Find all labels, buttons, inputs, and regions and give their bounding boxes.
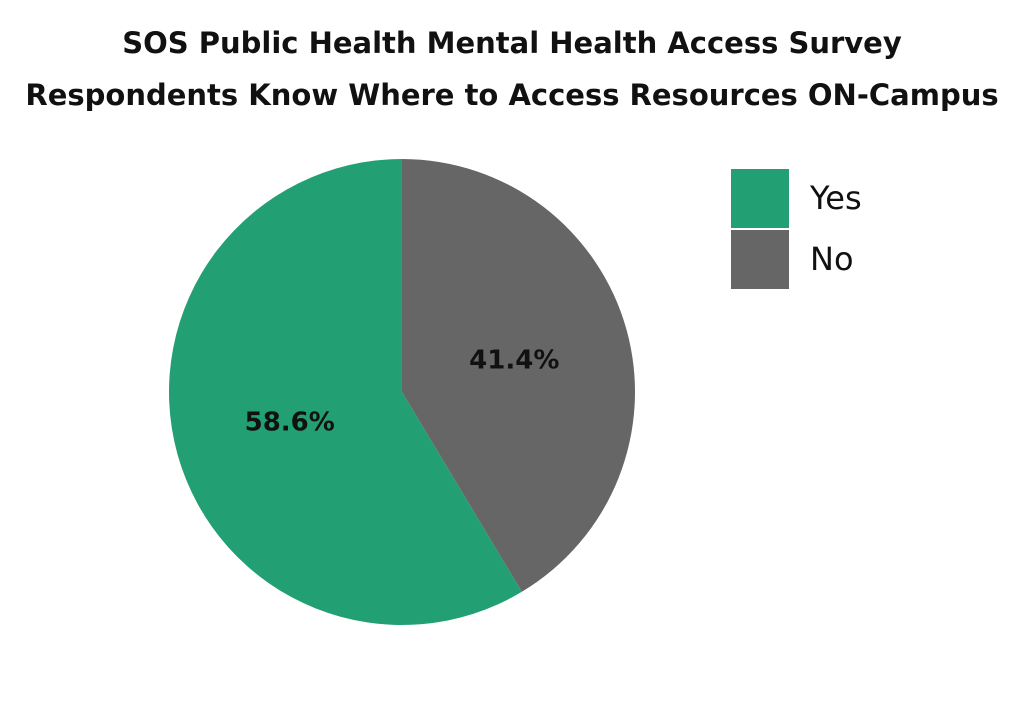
- pie-slice: [169, 159, 522, 625]
- chart-title: SOS Public Health Mental Health Access S…: [122, 26, 902, 60]
- legend-swatch: [731, 169, 789, 228]
- slice-label: 41.4%: [469, 345, 559, 375]
- legend-swatch: [731, 230, 789, 289]
- chart-subtitle: Respondents Know Where to Access Resourc…: [25, 78, 998, 112]
- legend-label: Yes: [809, 179, 862, 217]
- pie-slice: [402, 159, 636, 592]
- slice-label: 58.6%: [245, 408, 335, 438]
- legend-label: No: [810, 240, 854, 278]
